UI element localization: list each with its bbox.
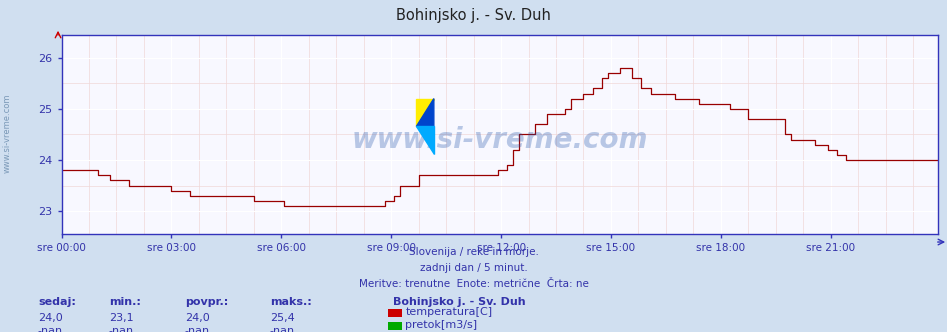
Text: maks.:: maks.:	[270, 297, 312, 307]
Polygon shape	[417, 126, 434, 154]
Text: www.si-vreme.com: www.si-vreme.com	[351, 126, 648, 154]
Text: -nan: -nan	[270, 326, 295, 332]
Text: 23,1: 23,1	[109, 313, 134, 323]
Text: 24,0: 24,0	[185, 313, 209, 323]
Text: sedaj:: sedaj:	[38, 297, 76, 307]
Text: 25,4: 25,4	[270, 313, 295, 323]
Text: -nan: -nan	[109, 326, 134, 332]
Text: Bohinjsko j. - Sv. Duh: Bohinjsko j. - Sv. Duh	[396, 8, 551, 23]
Text: zadnji dan / 5 minut.: zadnji dan / 5 minut.	[420, 263, 527, 273]
Polygon shape	[417, 99, 434, 126]
Text: min.:: min.:	[109, 297, 141, 307]
Text: Bohinjsko j. - Sv. Duh: Bohinjsko j. - Sv. Duh	[393, 297, 526, 307]
Text: www.si-vreme.com: www.si-vreme.com	[3, 93, 12, 173]
Text: -nan: -nan	[38, 326, 63, 332]
Text: temperatura[C]: temperatura[C]	[405, 307, 492, 317]
Text: 24,0: 24,0	[38, 313, 63, 323]
Text: Meritve: trenutne  Enote: metrične  Črta: ne: Meritve: trenutne Enote: metrične Črta: …	[359, 279, 588, 289]
Text: -nan: -nan	[185, 326, 210, 332]
Text: pretok[m3/s]: pretok[m3/s]	[405, 320, 477, 330]
Text: povpr.:: povpr.:	[185, 297, 228, 307]
Text: Slovenija / reke in morje.: Slovenija / reke in morje.	[408, 247, 539, 257]
Polygon shape	[417, 99, 434, 126]
